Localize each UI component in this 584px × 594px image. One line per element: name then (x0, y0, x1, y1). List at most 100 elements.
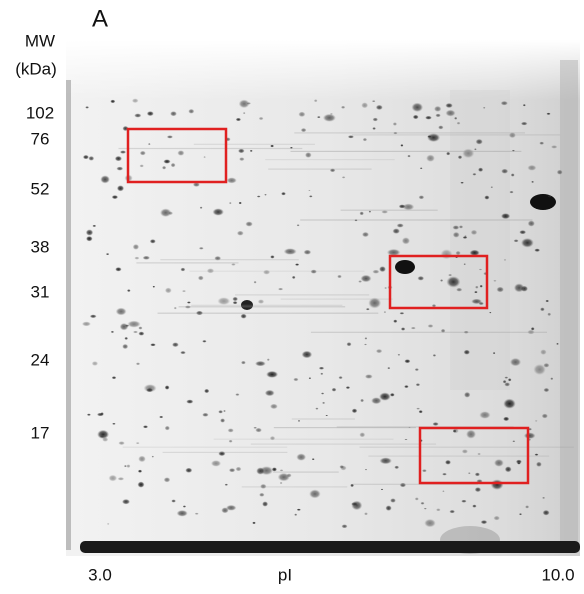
protein-spot (354, 219, 358, 222)
protein-spot (142, 425, 149, 429)
protein-spot (530, 194, 556, 210)
protein-spot (536, 461, 542, 467)
protein-spot (462, 236, 468, 239)
protein-spot (513, 283, 525, 293)
protein-spot (227, 428, 234, 433)
protein-spot (99, 435, 105, 438)
protein-spot (375, 349, 383, 354)
protein-spot (159, 415, 164, 419)
protein-spot (164, 385, 170, 390)
gel-streak-line (294, 132, 525, 134)
protein-spot (105, 253, 110, 256)
protein-spot (527, 329, 535, 335)
protein-spot (135, 362, 141, 366)
protein-spot (298, 111, 306, 118)
gel-streak-line (368, 455, 550, 457)
protein-spot (470, 229, 478, 235)
protein-spot (440, 249, 453, 260)
protein-spot (199, 206, 203, 209)
protein-spot (114, 155, 122, 162)
protein-spot (386, 248, 401, 256)
protein-spot (259, 492, 265, 497)
protein-spot (381, 210, 389, 214)
protein-spot (466, 429, 476, 439)
protein-spot (313, 99, 318, 103)
gel-streak-line (280, 298, 393, 300)
protein-spot (255, 360, 266, 367)
protein-spot (533, 364, 546, 375)
protein-spot (550, 377, 554, 381)
protein-spot (118, 441, 125, 445)
protein-spot (496, 286, 504, 293)
gel-background (66, 40, 580, 556)
gel-streak-line (160, 259, 299, 261)
protein-spot (414, 368, 419, 371)
protein-spot (253, 280, 257, 284)
protein-spot (134, 113, 142, 118)
protein-spot (110, 99, 116, 104)
protein-spot (460, 181, 464, 184)
protein-spot (197, 275, 204, 281)
protein-spot (371, 397, 382, 405)
protein-spot (425, 115, 432, 120)
protein-spot (397, 354, 401, 356)
protein-spot (311, 458, 315, 461)
protein-spot (372, 117, 378, 122)
protein-spot (364, 337, 368, 340)
protein-spot (404, 359, 411, 364)
protein-spot (519, 230, 527, 235)
protein-spot (467, 472, 471, 475)
protein-spot (493, 515, 500, 521)
protein-spot (408, 426, 411, 428)
protein-spot (186, 301, 191, 304)
protein-spot (238, 148, 245, 154)
protein-spot (294, 513, 298, 516)
gel-image (66, 40, 580, 556)
protein-spot (360, 398, 364, 403)
protein-spot (321, 392, 325, 395)
protein-spot (198, 247, 204, 250)
protein-spot (309, 489, 321, 499)
protein-spot (182, 290, 186, 293)
protein-spot (214, 255, 222, 261)
protein-spot (137, 481, 145, 488)
protein-spot (442, 490, 445, 492)
protein-spot (308, 189, 311, 192)
protein-spot (86, 413, 91, 416)
protein-spot (520, 121, 528, 126)
protein-spot (202, 340, 207, 343)
y-axis-unit: (kDa) (15, 59, 57, 78)
protein-spot (139, 164, 144, 168)
protein-spot (151, 455, 154, 458)
protein-spot (454, 116, 458, 120)
protein-spot (85, 106, 89, 109)
protein-spot (364, 512, 368, 516)
protein-spot (171, 499, 176, 503)
protein-spot (239, 157, 245, 162)
protein-spot (361, 102, 369, 109)
protein-spot (462, 148, 475, 159)
protein-spot (300, 128, 307, 133)
protein-spot (139, 150, 146, 156)
protein-spot (305, 152, 312, 158)
protein-spot (435, 113, 441, 118)
protein-spot (432, 422, 439, 426)
protein-spot (512, 440, 516, 443)
protein-spot (163, 159, 171, 164)
highlight-box (126, 127, 228, 184)
protein-spot (474, 487, 482, 493)
gel-edge (560, 60, 578, 550)
gel-streak-line (352, 134, 561, 136)
protein-spot (137, 469, 143, 473)
protein-spot (127, 289, 131, 292)
protein-spot (351, 500, 363, 511)
protein-spot (522, 104, 526, 107)
protein-spot (478, 167, 484, 172)
protein-spot (119, 150, 127, 154)
protein-spot (446, 276, 461, 288)
protein-spot (475, 138, 483, 145)
protein-spot (543, 387, 550, 393)
protein-spot (195, 310, 204, 316)
x-axis-right-label: 10.0 (541, 565, 574, 584)
